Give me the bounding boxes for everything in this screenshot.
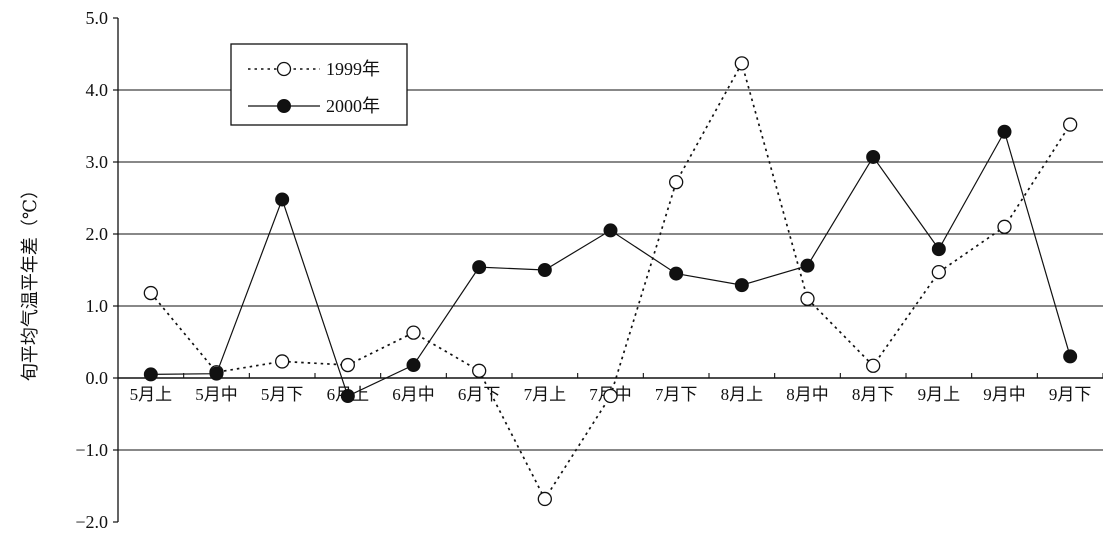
- y-tick-label: 4.0: [86, 80, 109, 100]
- x-tick-label: 5月下: [261, 385, 304, 404]
- x-tick-label: 9月下: [1049, 385, 1092, 404]
- x-tick-label: 7月下: [655, 385, 698, 404]
- point-1999: [1063, 117, 1078, 132]
- point-2000: [1063, 349, 1078, 364]
- legend-label-2000: 2000年: [326, 96, 380, 116]
- series-line-1999: [150, 61, 1071, 501]
- series: [143, 56, 1078, 507]
- point-2000: [340, 389, 355, 403]
- point-2000: [800, 258, 815, 273]
- y-tick-label: 0.0: [86, 368, 109, 388]
- y-axis-label: 旬平均气温平年差（℃）: [20, 181, 40, 381]
- point-1999: [603, 388, 618, 404]
- point-1999: [340, 357, 355, 373]
- y-tick-label: 2.0: [86, 224, 109, 244]
- x-tick-label: 9月上: [918, 385, 961, 404]
- point-2000: [866, 149, 881, 164]
- point-1999: [472, 363, 487, 378]
- point-1999: [997, 219, 1012, 234]
- axes: [113, 17, 1103, 523]
- y-tick-label: −2.0: [75, 512, 108, 528]
- point-1999: [669, 175, 684, 190]
- point-2000: [275, 192, 290, 207]
- x-tick-label: 5月中: [195, 385, 238, 404]
- point-2000: [669, 266, 684, 281]
- legend-box: [230, 43, 408, 126]
- point-1999: [866, 358, 881, 373]
- legend-marker-1999: [276, 61, 292, 77]
- point-2000: [143, 367, 158, 382]
- point-2000: [406, 358, 421, 373]
- x-tick-label: 9月中: [983, 385, 1026, 404]
- point-1999: [800, 291, 815, 306]
- y-tick-labels: 5.0 4.0 3.0 2.0 1.0 0.0 −1.0 −2.0: [75, 8, 109, 532]
- x-tick-label: 6月下: [458, 385, 501, 404]
- x-tick-label: 7月上: [524, 385, 567, 404]
- point-2000: [931, 242, 946, 257]
- legend-marker-2000: [277, 99, 291, 113]
- point-2000: [603, 223, 618, 238]
- y-tick-label: 3.0: [86, 152, 109, 172]
- point-1999: [143, 285, 158, 301]
- point-2000: [734, 278, 749, 293]
- x-tick-label: 8月下: [852, 385, 895, 404]
- point-2000: [997, 124, 1012, 139]
- legend: 1999年 2000年: [230, 43, 408, 126]
- point-2000: [209, 366, 224, 381]
- y-tick-label: −1.0: [75, 440, 108, 460]
- point-1999: [406, 325, 421, 340]
- x-tick-label: 6月中: [392, 385, 435, 404]
- point-1999: [537, 491, 552, 507]
- point-1999: [275, 354, 290, 369]
- x-tick-label: 8月上: [721, 385, 764, 404]
- x-tick-label: 5月上: [130, 385, 173, 404]
- series-line-2000: [150, 130, 1071, 397]
- point-2000: [537, 263, 552, 277]
- point-2000: [472, 260, 487, 275]
- y-tick-label: 5.0: [86, 8, 109, 28]
- point-1999: [734, 56, 749, 71]
- y-tick-label: 1.0: [86, 296, 109, 316]
- x-tick-label: 8月中: [786, 385, 829, 404]
- legend-label-1999: 1999年: [326, 59, 380, 79]
- point-1999: [931, 265, 946, 280]
